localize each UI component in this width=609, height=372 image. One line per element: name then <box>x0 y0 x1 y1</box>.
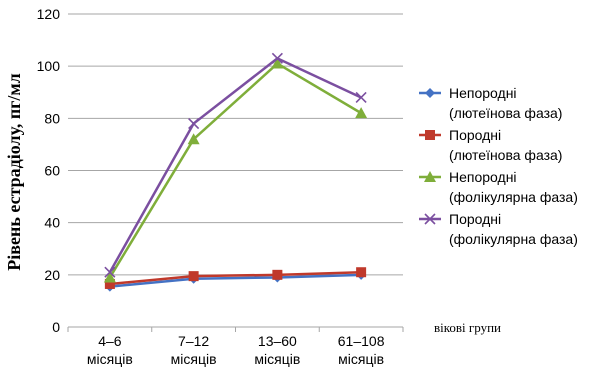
data-point <box>271 57 284 69</box>
legend-item-2: Породні (лютеїнова фаза) <box>419 127 562 163</box>
x-tick-label: 4–6 місяців <box>87 333 133 367</box>
y-tick-label: 0 <box>52 319 60 335</box>
legend-marker <box>425 130 435 140</box>
legend-item-1: Непородні (лютеїнова фаза) <box>419 85 562 121</box>
data-point <box>187 133 200 145</box>
y-tick-label: 100 <box>37 58 61 74</box>
data-point <box>188 117 200 130</box>
series-line <box>109 273 362 288</box>
axis-labels: Рівень естрадіолу, пг/мл вікові групи <box>4 73 501 335</box>
legend-label: Породні (лютеїнова фаза) <box>449 127 562 163</box>
series-2 <box>104 267 367 289</box>
y-axis-label: Рівень естрадіолу, пг/мл <box>4 73 24 270</box>
data-point <box>356 267 367 278</box>
legend-label: Непородні (фолікулярна фаза) <box>449 169 578 205</box>
legend-marker <box>425 88 435 98</box>
y-tick-label: 80 <box>44 110 60 126</box>
data-point <box>355 107 368 119</box>
data-point <box>104 266 116 278</box>
series-line <box>108 62 362 279</box>
gridlines <box>68 13 403 276</box>
series-lines <box>103 52 368 292</box>
series-line <box>109 270 362 286</box>
legend-label: Непородні (лютеїнова фаза) <box>449 85 562 121</box>
y-tick-label: 60 <box>44 163 60 179</box>
series-line <box>108 57 362 273</box>
legend-marker <box>424 213 436 225</box>
x-tick-label: 13–60 місяців <box>254 333 300 367</box>
axes: 0 20 40 60 80 100 120 4–6 місяців 7–12 місяців 13–6… <box>37 6 404 367</box>
y-tick-label: 120 <box>37 6 61 22</box>
x-tick-label: 7–12 місяців <box>171 333 217 367</box>
x-axis-label: вікові групи <box>434 320 501 335</box>
legend: Непородні (лютеїнова фаза) Породні (лютеїно… <box>419 85 578 247</box>
data-point <box>355 91 367 104</box>
x-tick-label: 61–108 місяців <box>338 333 385 367</box>
legend-item-4: Породні (фолікулярна фаза) <box>419 211 578 247</box>
y-tick-label: 40 <box>44 215 60 231</box>
data-point <box>271 52 283 64</box>
series-3 <box>103 57 368 283</box>
legend-marker <box>424 171 436 182</box>
legend-label: Породні (фолікулярна фаза) <box>449 211 578 247</box>
data-point <box>103 271 116 283</box>
data-point <box>188 271 199 282</box>
data-point <box>272 269 283 280</box>
data-point <box>104 278 115 289</box>
y-tick-label: 20 <box>44 267 60 283</box>
legend-item-3: Непородні (фолікулярна фаза) <box>419 169 578 205</box>
series-4 <box>104 52 367 278</box>
